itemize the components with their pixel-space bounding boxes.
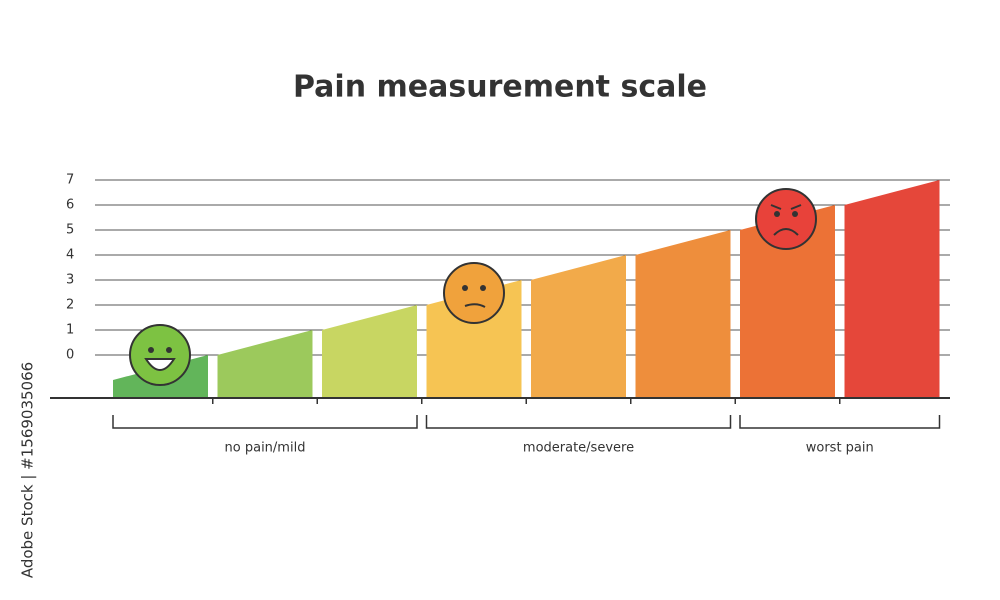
y-tick-label: 1 <box>66 323 74 338</box>
bar <box>635 230 731 398</box>
y-tick-label: 3 <box>66 273 74 288</box>
chart-title: Pain measurement scale <box>293 70 707 105</box>
bar <box>531 255 626 398</box>
y-tick-label: 2 <box>66 298 74 313</box>
face-mouth <box>464 303 486 308</box>
face-eye <box>792 211 798 217</box>
face-eye <box>166 347 172 353</box>
bar <box>322 305 417 398</box>
y-tick-label: 6 <box>66 198 74 213</box>
y-tick-label: 0 <box>66 348 74 363</box>
watermark: Adobe Stock | #1569035066 <box>19 362 37 578</box>
bar <box>844 180 940 398</box>
y-tick-label: 7 <box>66 173 74 188</box>
face-eye <box>774 211 780 217</box>
bar <box>217 330 313 398</box>
face-mouth <box>144 358 176 371</box>
y-tick-label: 4 <box>66 248 74 263</box>
group-label: moderate/severe <box>523 441 634 456</box>
face <box>129 324 191 386</box>
face-eye <box>480 285 486 291</box>
group-label: no pain/mild <box>225 441 306 456</box>
face-brow <box>770 204 802 210</box>
face <box>443 262 505 324</box>
face-eye <box>148 347 154 353</box>
group-label: worst pain <box>806 441 874 456</box>
face <box>755 188 817 250</box>
group-bracket <box>425 415 732 429</box>
y-tick-label: 5 <box>66 223 74 238</box>
face-mouth <box>773 228 799 236</box>
group-bracket <box>112 415 418 429</box>
group-bracket <box>739 415 941 429</box>
bar <box>740 205 835 398</box>
face-eye <box>462 285 468 291</box>
